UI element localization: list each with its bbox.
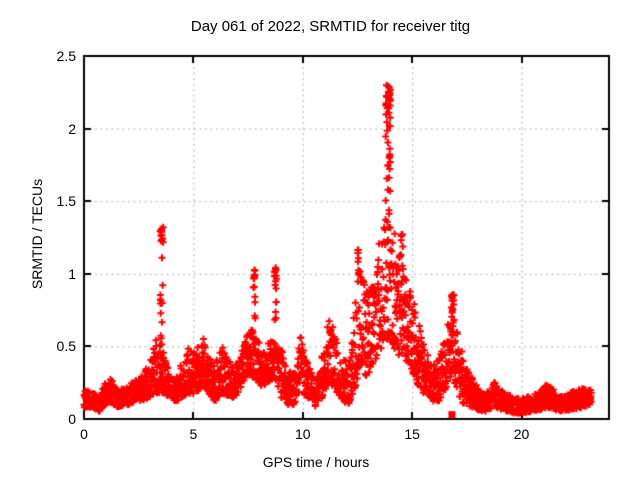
y-tick-label: 2 <box>68 120 76 137</box>
y-tick-label: 2.5 <box>56 48 76 64</box>
x-tick-label: 20 <box>513 426 530 442</box>
x-tick-label: 0 <box>80 426 88 442</box>
chart-title: Day 061 of 2022, SRMTID for receiver tit… <box>190 18 471 35</box>
x-axis-label: GPS time / hours <box>262 454 370 470</box>
y-axis-label: SRMTID / TECUs <box>29 178 45 290</box>
x-tick-label: 10 <box>294 426 311 442</box>
y-tick-label: 1.5 <box>56 193 76 210</box>
x-tick-label: 15 <box>404 426 420 442</box>
y-tick-label: 0 <box>68 411 76 427</box>
x-tick-label: 5 <box>189 426 198 442</box>
y-tick-label: 0.5 <box>56 338 76 355</box>
y-tick-label: 1 <box>68 265 76 282</box>
